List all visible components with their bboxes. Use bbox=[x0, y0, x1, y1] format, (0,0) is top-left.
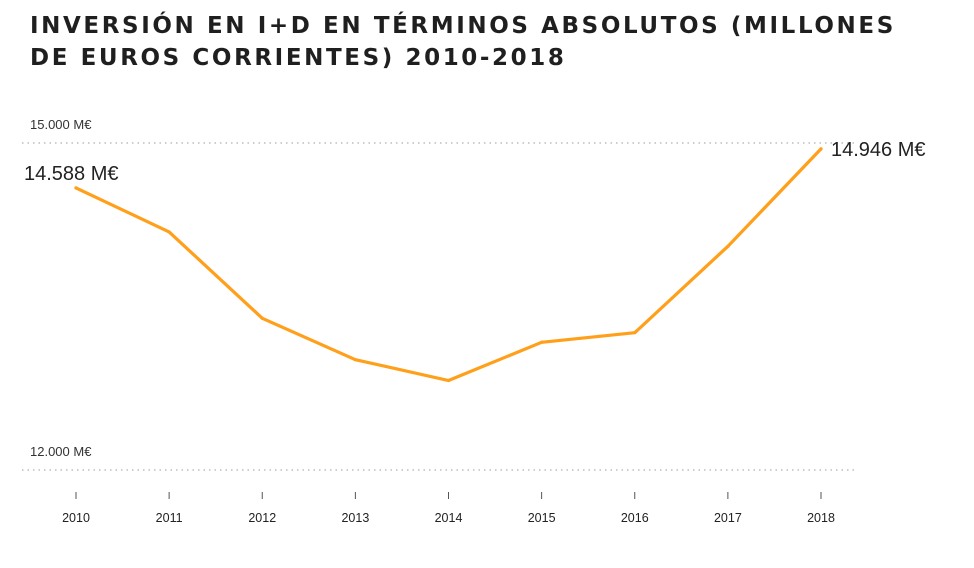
data-point-2014 bbox=[446, 378, 451, 383]
data-label-2018: 14.946 M€ bbox=[831, 139, 926, 161]
data-point-2015 bbox=[540, 340, 544, 344]
x-tick-label-2016: 2016 bbox=[621, 511, 649, 525]
chart-title: INVERSIÓN EN I+D EN TÉRMINOS ABSOLUTOS (… bbox=[30, 13, 896, 71]
x-tick-label-2014: 2014 bbox=[435, 511, 463, 525]
end-labels: 14.588 M€ 14.946 M€ bbox=[24, 139, 926, 185]
data-point-2011 bbox=[167, 230, 171, 234]
x-axis: 2010 2011 2012 2013 2014 2015 2016 2017 2018 bbox=[62, 492, 835, 525]
data-label-2010: 14.588 M€ bbox=[24, 163, 119, 185]
data-point-2016 bbox=[633, 331, 637, 335]
data-point-2018 bbox=[819, 147, 823, 151]
series-layer bbox=[74, 147, 823, 383]
x-tick-label-2013: 2013 bbox=[341, 511, 369, 525]
x-tick-label-2011: 2011 bbox=[156, 511, 183, 525]
x-tick-label-2017: 2017 bbox=[714, 511, 742, 525]
data-point-2012 bbox=[260, 316, 264, 320]
data-point-2013 bbox=[353, 358, 357, 362]
x-tick-label-2012: 2012 bbox=[248, 511, 276, 525]
x-tick-label-2010: 2010 bbox=[62, 511, 90, 525]
data-point-2010 bbox=[74, 186, 78, 190]
gridline-label-12000: 12.000 M€ bbox=[30, 444, 92, 459]
data-point-2017 bbox=[726, 244, 730, 248]
series-line bbox=[74, 147, 823, 383]
gridline-label-15000: 15.000 M€ bbox=[30, 117, 92, 132]
x-tick-label-2015: 2015 bbox=[528, 511, 556, 525]
gridlines: 15.000 M€ 12.000 M€ bbox=[22, 117, 858, 471]
x-tick-label-2018: 2018 bbox=[807, 511, 835, 525]
